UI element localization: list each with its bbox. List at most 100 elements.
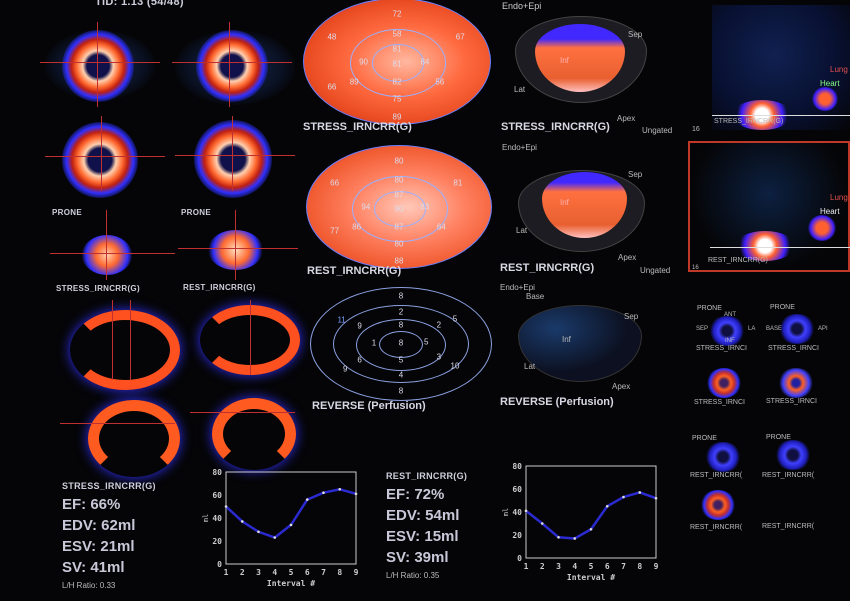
reverse-polar-map[interactable]: 8 2 8 11 9 2 5 1 8 5 6 5 3 9 10 4 8	[310, 287, 492, 401]
stress-vertical-long-axis[interactable]	[88, 400, 180, 477]
raw-tile[interactable]	[700, 490, 736, 520]
ungated-label: Ungated	[640, 266, 671, 275]
prone-label: PRONE	[181, 208, 211, 217]
crosshair	[40, 62, 160, 63]
y-tick-label: 0	[517, 554, 522, 563]
crosshair	[172, 62, 292, 63]
stress-edv: EDV: 62ml	[62, 517, 136, 534]
x-tick-label: 1	[224, 568, 229, 577]
model-title: REST_IRNCRR(G)	[500, 262, 595, 274]
data-point	[322, 491, 325, 494]
lat-label: Lat	[524, 362, 536, 371]
raw-tile[interactable]	[706, 368, 742, 398]
model-header: Endo+Epi	[502, 1, 542, 11]
rest-slice-label: REST_IRNCRR(G)	[183, 283, 256, 292]
apex-label: Apex	[618, 253, 637, 262]
rest-lh-ratio: L/H Ratio: 0.35	[386, 571, 440, 580]
stress-short-axis-1[interactable]	[62, 30, 134, 102]
raw-tile[interactable]	[704, 442, 742, 472]
crosshair	[60, 423, 175, 424]
model-title: REVERSE (Perfusion)	[500, 396, 614, 408]
base-label: Base	[526, 292, 545, 301]
rest-volume-curve: 0 20 40 60 80 1 2 3 4 5 6 7 8 9 Interval # ml	[502, 462, 659, 582]
x-tick-label: 2	[540, 562, 545, 571]
x-tick-label: 9	[654, 562, 659, 571]
stress-polar-map[interactable]: 72 58 48 67 81 81 90 84 89 82 56 75 66 8…	[303, 0, 491, 125]
y-tick-label: 0	[217, 560, 222, 569]
data-point	[654, 496, 658, 500]
x-tick-label: 4	[572, 562, 577, 571]
lat-label: Lat	[514, 85, 526, 94]
stress-polar-title: STRESS_IRNCRR(G)	[303, 121, 412, 133]
x-tick-label: 9	[354, 568, 359, 577]
rest-vertical-long-axis[interactable]	[212, 398, 296, 470]
x-tick-label: 8	[337, 568, 342, 577]
raw-tile[interactable]	[774, 440, 812, 470]
data-point	[557, 536, 560, 539]
stress-stats-title: STRESS_IRNCRR(G)	[62, 481, 156, 491]
crosshair	[106, 210, 107, 280]
plot-frame	[525, 465, 657, 559]
raw-tile[interactable]	[778, 368, 814, 398]
data-point	[273, 536, 277, 539]
stress-sv: SV: 41ml	[62, 559, 125, 576]
data-point	[354, 492, 358, 496]
stress-stats: STRESS_IRNCRR(G) EF: 66% EDV: 62ml ESV: …	[62, 481, 156, 590]
x-tick-label: 5	[589, 562, 594, 571]
x-tick-label: 5	[289, 568, 294, 577]
crosshair	[235, 210, 236, 280]
y-tick-label: 20	[512, 531, 522, 540]
x-tick-label: 1	[524, 562, 529, 571]
rest-polar-map[interactable]: 80 80 66 81 87 90 94 83 86 87 64 80 77 8…	[306, 145, 492, 269]
rest-stats-title: REST_IRNCRR(G)	[386, 471, 468, 481]
apex-label: Apex	[617, 114, 636, 123]
stress-lh-ratio: L/H Ratio: 0.33	[62, 581, 116, 590]
x-axis-label: Interval #	[267, 579, 315, 588]
rest-esv: ESV: 15ml	[386, 528, 459, 545]
planar-label: REST_IRNCRR(G)	[708, 257, 768, 264]
data-point	[305, 498, 309, 501]
rest-short-axis-1[interactable]	[196, 30, 268, 102]
crosshair	[112, 300, 113, 380]
crosshair	[250, 300, 251, 375]
x-tick-label: 4	[272, 568, 277, 577]
stress-long-axis[interactable]	[70, 310, 180, 390]
crosshair	[45, 156, 165, 157]
apex-label: Apex	[612, 382, 631, 391]
y-axis-label: ml	[202, 514, 210, 522]
stress-ef: EF: 66%	[62, 496, 121, 513]
x-tick-label: 6	[605, 562, 610, 571]
rest-planar-image[interactable]: Heart Lung REST_IRNCRR(G) 16	[688, 141, 850, 272]
heart-roi-label: Heart	[820, 207, 840, 216]
stress-short-axis-2[interactable]	[62, 122, 138, 198]
data-point	[289, 523, 293, 527]
data-point	[638, 491, 642, 494]
y-tick-label: 60	[212, 491, 222, 500]
y-tick-label: 80	[212, 468, 222, 477]
model-header: Endo+Epi	[500, 283, 535, 292]
lat-label: Lat	[516, 226, 528, 235]
stress-esv: ESV: 21ml	[62, 538, 135, 555]
data-point	[257, 530, 260, 534]
model-header: Endo+Epi	[502, 143, 537, 152]
raw-tile[interactable]	[778, 314, 816, 344]
rest-short-axis-2[interactable]	[194, 120, 272, 198]
ungated-label: Ungated	[642, 126, 673, 135]
y-tick-label: 20	[212, 537, 222, 546]
rest-edv: EDV: 54ml	[386, 507, 460, 524]
stress-slice-label: STRESS_IRNCRR(G)	[56, 284, 140, 293]
raw-tile[interactable]	[708, 316, 746, 346]
x-tick-label: 7	[321, 568, 326, 577]
stress-planar-image[interactable]: Heart Lung STRESS_IRNCRR(G)	[712, 5, 850, 130]
y-tick-label: 80	[512, 462, 522, 471]
stress-slice-3[interactable]	[82, 235, 132, 275]
tid-ratio: TID: 1.13 (54/48)	[95, 0, 184, 8]
heart-roi-label: Heart	[820, 79, 840, 88]
crosshair	[130, 300, 131, 380]
volume-line	[225, 487, 357, 539]
data-point	[224, 505, 228, 508]
crosshair	[232, 116, 233, 191]
inf-label: Inf	[560, 198, 569, 207]
crosshair	[101, 116, 102, 191]
crosshair	[175, 155, 295, 156]
